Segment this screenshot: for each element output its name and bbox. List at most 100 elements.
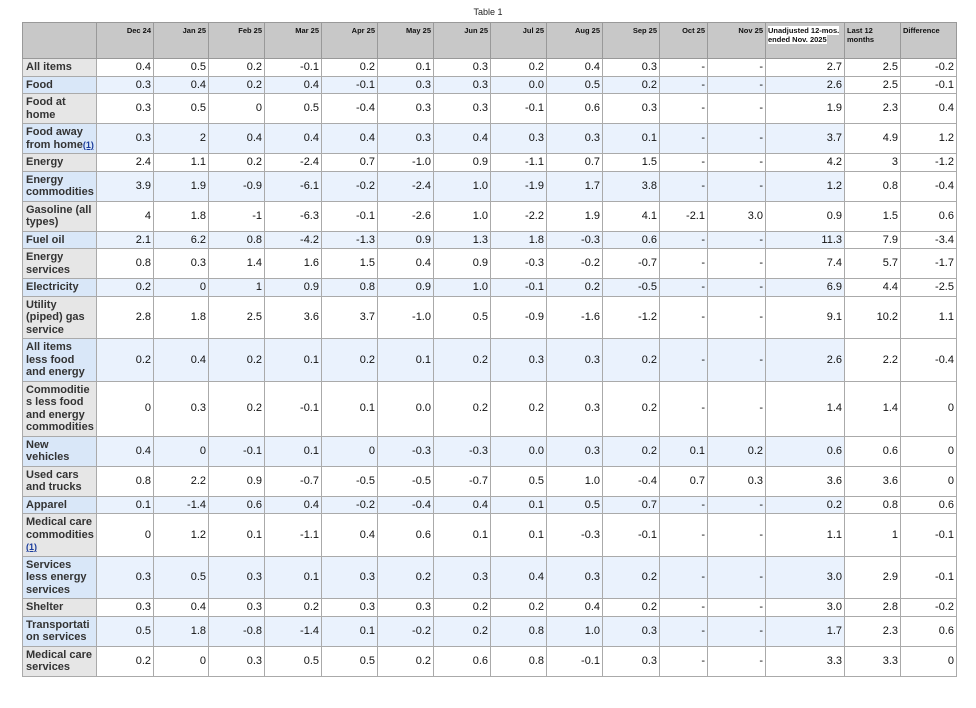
value-cell: 0.3 [377,123,434,154]
value-cell: 0 [900,465,957,497]
value-cell: -0.5 [377,465,434,497]
value-cell: 4.2 [765,153,845,172]
value-cell: 0.3 [433,75,491,94]
value-cell: 3.7 [765,123,845,154]
value-cell: 2.2 [844,338,901,382]
value-cell: 0.1 [377,58,434,77]
value-cell: -1.6 [546,295,603,339]
value-cell: -6.1 [264,170,322,202]
value-cell: 0.6 [546,93,603,124]
value-cell: 0.4 [153,338,209,382]
value-cell: -0.2 [900,58,957,77]
row-label-text: Energy commodities [26,173,94,199]
column-header: Feb 25 [208,22,265,59]
row-label-text: Apparel [26,498,67,511]
row-label: Food away from home(1) [22,123,97,154]
value-cell: -0.3 [546,230,603,249]
value-cell: - [659,555,708,599]
value-cell: 1.2 [153,513,209,557]
value-cell: -1.7 [900,248,957,279]
value-cell: 1.3 [433,230,491,249]
column-header-label: Sep 25 [632,26,657,35]
value-cell: 0.3 [321,555,378,599]
value-cell: - [659,93,708,124]
row-label-text: Transportation services [26,618,90,644]
value-cell: -0.3 [377,435,434,467]
value-cell: 0.5 [546,75,603,94]
value-cell: -0.1 [900,513,957,557]
value-cell: 0.3 [707,465,766,497]
value-cell: 0.9 [377,230,434,249]
value-cell: - [659,230,708,249]
column-header: Unadjusted 12-mos. ended Nov. 2025 [765,22,845,59]
value-cell: 1.0 [546,465,603,497]
table-row: Fuel oil 2.1 6.2 0.8 -4.2 -1.3 0.9 1.3 1.8 -0.3 0.… [22,230,957,249]
value-cell: 0.2 [208,338,265,382]
value-cell: 0.4 [490,555,547,599]
table-row: Commodities less food and energy commodi… [22,380,957,437]
value-cell: 0.6 [433,645,491,677]
value-cell: - [707,598,766,617]
value-cell: - [707,123,766,154]
value-cell: 0.6 [900,200,957,232]
table-row: Food at home 0.3 0.5 0 0.5 -0.4 0.3 0.3 -0.1 0.6 0… [22,93,957,124]
value-cell: 0.3 [96,93,154,124]
value-cell: 0 [900,645,957,677]
value-cell: 1.1 [900,295,957,339]
value-cell: 0.4 [153,75,209,94]
value-cell: - [707,555,766,599]
value-cell: 1.1 [153,153,209,172]
column-header: Mar 25 [264,22,322,59]
value-cell: 2.1 [96,230,154,249]
value-cell: 0.3 [153,380,209,437]
footnote-link[interactable]: (1) [26,542,37,552]
value-cell: 0 [208,93,265,124]
value-cell: 0.2 [433,598,491,617]
value-cell: -2.5 [900,278,957,297]
value-cell: 0.1 [490,513,547,557]
value-cell: 0.1 [602,123,660,154]
value-cell: -1.0 [377,153,434,172]
value-cell: -0.4 [900,170,957,202]
row-label-text: New vehicles [26,438,70,464]
value-cell: 2.7 [765,58,845,77]
column-header-label: Mar 25 [295,26,319,35]
value-cell: 1.2 [900,123,957,154]
value-cell: 0.3 [433,93,491,124]
value-cell: 0.3 [546,123,603,154]
value-cell: 0.3 [321,598,378,617]
value-cell: - [659,278,708,297]
row-label-text: Medical care services [26,648,93,674]
value-cell: 0.9 [765,200,845,232]
value-cell: -4.2 [264,230,322,249]
row-label-text: Shelter [26,601,64,613]
value-cell: -0.1 [602,513,660,557]
value-cell: - [659,598,708,617]
value-cell: -1.1 [490,153,547,172]
value-cell: -1.4 [264,615,322,647]
value-cell: 2.2 [153,465,209,497]
value-cell: - [659,75,708,94]
value-cell: 0.2 [96,645,154,677]
value-cell: 0.3 [433,555,491,599]
value-cell: 0.5 [264,645,322,677]
column-header: Jul 25 [490,22,547,59]
value-cell: -1 [208,200,265,232]
value-cell: 1.8 [153,615,209,647]
value-cell: 1.5 [844,200,901,232]
footnote-link[interactable]: (1) [82,139,94,150]
row-label-text: Gasoline (all types) [26,203,92,229]
table-row: Apparel 0.1 -1.4 0.6 0.4 -0.2 -0.4 0.4 0.1 0.5 0.7… [22,495,957,514]
value-cell: 3.6 [765,465,845,497]
value-cell: 0.3 [602,93,660,124]
row-label-text: Food [26,78,53,91]
row-label-text: Fuel oil [26,233,65,246]
column-header-label: Feb 25 [238,26,262,35]
table-caption: Table 1 [473,7,503,17]
value-cell: 0 [153,278,209,297]
row-label-text: Food away from home [26,126,83,151]
row-label-text: Used cars and trucks [26,468,82,494]
value-cell: -0.1 [490,278,547,297]
value-cell: 3.7 [321,295,378,339]
value-cell: -1.3 [321,230,378,249]
